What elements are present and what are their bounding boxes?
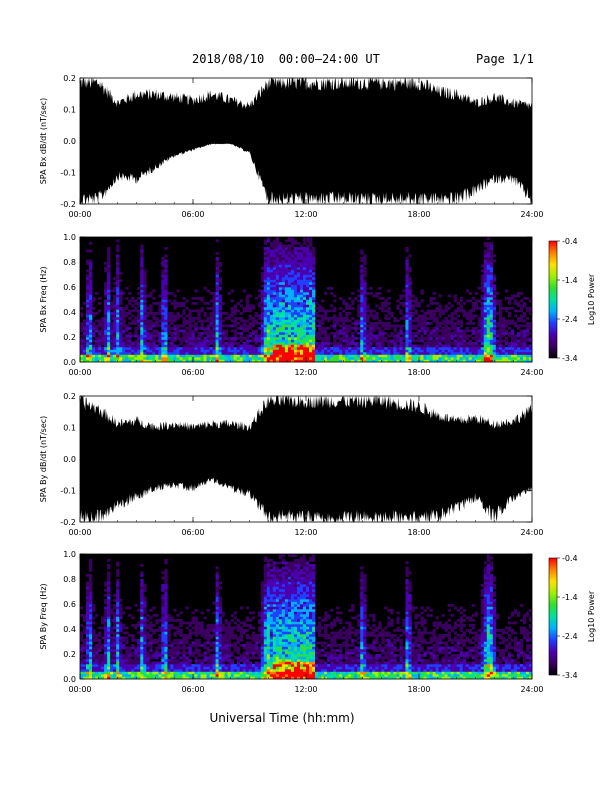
colorbar-label: Log10 Power xyxy=(587,273,596,325)
y-tick-label: 0.1 xyxy=(63,106,76,115)
colorbar-2 xyxy=(548,240,558,359)
x-tick-label: 00:00 xyxy=(68,685,91,694)
colorbar-tick-label: -1.4 xyxy=(562,593,578,602)
y-axis-title-3: SPA By dB/dt (nT/sec) xyxy=(39,416,48,503)
series-trace-3 xyxy=(80,396,532,522)
y-tick-label: 0.4 xyxy=(63,625,76,634)
x-tick-label: 24:00 xyxy=(520,528,543,537)
y-axis-title-2: SPA Bx Freq (Hz) xyxy=(39,266,48,332)
y-tick-label: -0.1 xyxy=(60,169,76,178)
y-tick-label: 0.1 xyxy=(63,424,76,433)
x-tick-label: 06:00 xyxy=(181,210,204,219)
page-title: 2018/08/10 00:00–24:00 UT xyxy=(192,52,380,66)
y-tick-label: -0.2 xyxy=(60,200,76,209)
x-tick-label: 18:00 xyxy=(407,210,430,219)
spectrogram-cells-2 xyxy=(80,237,533,363)
x-tick-label: 18:00 xyxy=(407,368,430,377)
y-tick-label: 0.4 xyxy=(63,308,76,317)
panel-1: 00:00 06:00 12:00 18:00 24:00 -0.2 -0.1 0.0 0.1 0… xyxy=(39,74,544,219)
panel-3: 00:00 06:00 12:00 18:00 24:00 -0.2 -0.1 0.0 0.1 0… xyxy=(39,392,544,537)
x-tick-label: 12:00 xyxy=(294,528,317,537)
x-tick-label: 12:00 xyxy=(294,210,317,219)
colorbar-tick-label: -2.4 xyxy=(562,632,578,641)
panel-4: -0.4 -1.4 -2.4 -3.4 Log10 Power 00:00 06:00 12:… xyxy=(39,550,596,694)
y-tick-label: -0.1 xyxy=(60,487,76,496)
colorbar-tick-label: -3.4 xyxy=(562,354,578,363)
x-tick-label: 06:00 xyxy=(181,685,204,694)
page-number: Page 1/1 xyxy=(476,52,534,66)
y-tick-label: 0.2 xyxy=(63,74,76,83)
colorbar-tick-label: -0.4 xyxy=(562,237,578,246)
colorbar-4 xyxy=(548,557,558,676)
series-trace-1 xyxy=(80,78,532,204)
colorbar-tick-label: -1.4 xyxy=(562,276,578,285)
y-tick-label: 0.0 xyxy=(63,137,76,146)
y-tick-label: 0.8 xyxy=(63,575,76,584)
y-tick-label: 1.0 xyxy=(63,550,76,559)
x-tick-label: 06:00 xyxy=(181,528,204,537)
x-tick-label: 18:00 xyxy=(407,685,430,694)
x-tick-label: 00:00 xyxy=(68,368,91,377)
y-axis-title-4: SPA By Freq (Hz) xyxy=(39,583,48,649)
y-tick-label: 0.0 xyxy=(63,358,76,367)
x-tick-label: 00:00 xyxy=(68,528,91,537)
colorbar-tick-label: -3.4 xyxy=(562,671,578,680)
y-tick-label: 0.2 xyxy=(63,333,76,342)
colorbar-label: Log10 Power xyxy=(587,590,596,642)
y-tick-label: 0.0 xyxy=(63,675,76,684)
colorbar-tick-label: -0.4 xyxy=(562,554,578,563)
y-axis-title-1: SPA Bx dB/dt (nT/sec) xyxy=(39,98,48,185)
x-axis-title: Universal Time (hh:mm) xyxy=(209,711,354,725)
y-tick-label: 0.2 xyxy=(63,650,76,659)
panel-2: -0.4 -1.4 -2.4 -3.4 Log10 Power 00:00 06:00 12:… xyxy=(39,233,596,377)
x-tick-label: 12:00 xyxy=(294,368,317,377)
y-tick-label: 0.6 xyxy=(63,600,76,609)
x-tick-label: 24:00 xyxy=(520,210,543,219)
y-tick-label: 1.0 xyxy=(63,233,76,242)
x-tick-label: 24:00 xyxy=(520,368,543,377)
y-tick-label: 0.8 xyxy=(63,258,76,267)
x-tick-label: 18:00 xyxy=(407,528,430,537)
y-tick-label: 0.2 xyxy=(63,392,76,401)
spectrogram-cells-4 xyxy=(80,554,533,680)
x-tick-label: 24:00 xyxy=(520,685,543,694)
y-tick-label: 0.0 xyxy=(63,455,76,464)
x-tick-label: 12:00 xyxy=(294,685,317,694)
x-tick-label: 00:00 xyxy=(68,210,91,219)
y-tick-label: 0.6 xyxy=(63,283,76,292)
colorbar-tick-label: -2.4 xyxy=(562,315,578,324)
y-tick-label: -0.2 xyxy=(60,518,76,527)
x-tick-label: 06:00 xyxy=(181,368,204,377)
